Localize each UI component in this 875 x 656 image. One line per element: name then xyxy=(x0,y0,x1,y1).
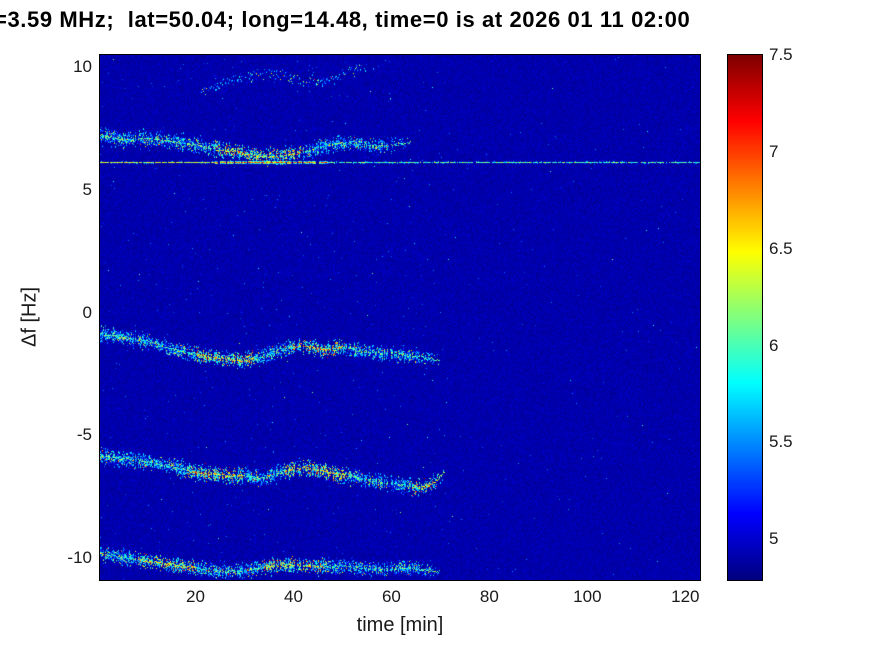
x-tick-label: 120 xyxy=(671,587,700,606)
colorbar-tick-label: 6.5 xyxy=(769,238,793,258)
colorbar-tick-label: 7 xyxy=(769,141,779,161)
chart-title: =3.59 MHz; lat=50.04; long=14.48, time=0… xyxy=(0,7,691,32)
heatmap-canvas xyxy=(100,55,700,580)
colorbar-canvas xyxy=(728,55,762,580)
colorbar-tick-label: 7.5 xyxy=(769,45,793,64)
colorbar-tick-label: 5 xyxy=(769,529,779,549)
x-axis-label: time [min] xyxy=(356,614,444,636)
y-tick-label: -10 xyxy=(67,547,92,567)
x-tick-label: 60 xyxy=(381,587,401,606)
colorbar-tick-label: 5.5 xyxy=(769,432,793,452)
colorbar-tick-label: 6 xyxy=(769,335,779,355)
x-tick-label: 40 xyxy=(284,587,303,606)
y-tick-label: 10 xyxy=(73,57,92,77)
x-tick-label: 100 xyxy=(573,587,602,606)
y-tick-label: -5 xyxy=(76,425,92,445)
y-tick-label: 0 xyxy=(82,302,92,322)
y-tick-label: 5 xyxy=(82,179,92,199)
x-tick-label: 20 xyxy=(186,587,205,606)
x-tick-label: 80 xyxy=(479,587,499,606)
